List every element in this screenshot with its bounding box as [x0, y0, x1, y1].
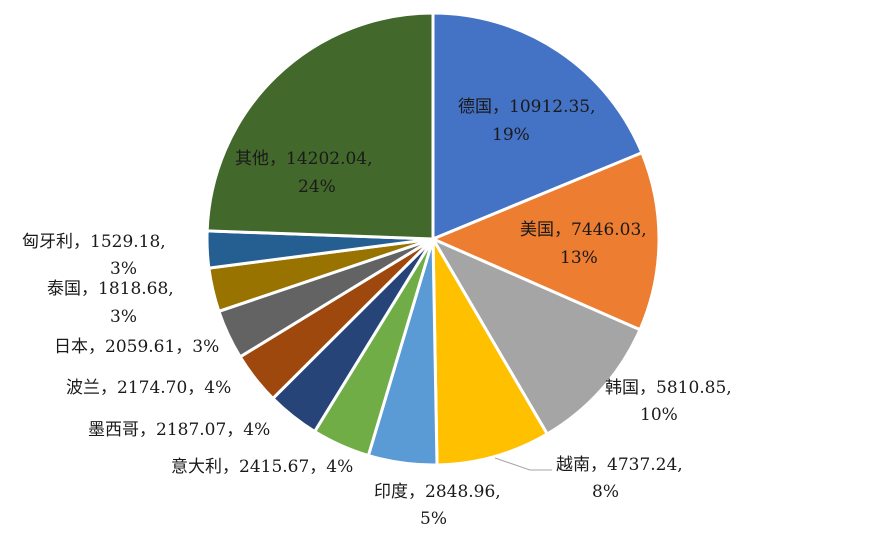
slice-percent-label-0: 19% [492, 125, 530, 145]
slice-percent-label-9: 3% [110, 307, 137, 327]
slice-percent-label-10: 3% [110, 259, 137, 279]
slice-percent-label-1: 13% [560, 248, 598, 268]
slice-label-6: 墨西哥，2187.07，4% [88, 420, 270, 440]
slice-label-11: 其他，14202.04, [235, 149, 373, 169]
slice-label-8: 日本，2059.61，3% [54, 337, 219, 357]
pie-slices [205, 11, 661, 467]
slice-label-3: 越南，4737.24, [556, 455, 683, 475]
slice-label-4: 印度，2848.96, [374, 482, 501, 502]
pie-slice-1 [429, 150, 661, 332]
pie-slice-11 [205, 11, 435, 241]
slice-label-10: 匈牙利，1529.18, [22, 232, 166, 252]
pie-slice-2 [429, 235, 642, 437]
slice-label-9: 泰国，1818.68, [47, 279, 174, 299]
slice-percent-label-4: 5% [420, 509, 447, 529]
slice-percent-label-2: 10% [640, 405, 678, 425]
slice-percent-label-3: 8% [592, 482, 619, 502]
slice-label-0: 德国，10912.35, [458, 97, 596, 117]
slice-percent-label-11: 24% [298, 177, 336, 197]
slice-label-2: 韩国，5810.85, [605, 378, 732, 398]
slice-label-7: 波兰，2174.70，4% [66, 378, 231, 398]
data-labels: 德国，10912.35, 19% 美国，7446.03, 13% 韩国，5810.85,… [22, 97, 732, 529]
slice-label-5: 意大利，2415.67，4% [171, 457, 353, 477]
pie-slice-3 [431, 233, 550, 467]
pie-slice-0 [431, 11, 644, 242]
leader-lines [494, 457, 552, 471]
slice-label-1: 美国，7446.03, [520, 220, 647, 240]
leader-line-vietnam [494, 457, 552, 471]
